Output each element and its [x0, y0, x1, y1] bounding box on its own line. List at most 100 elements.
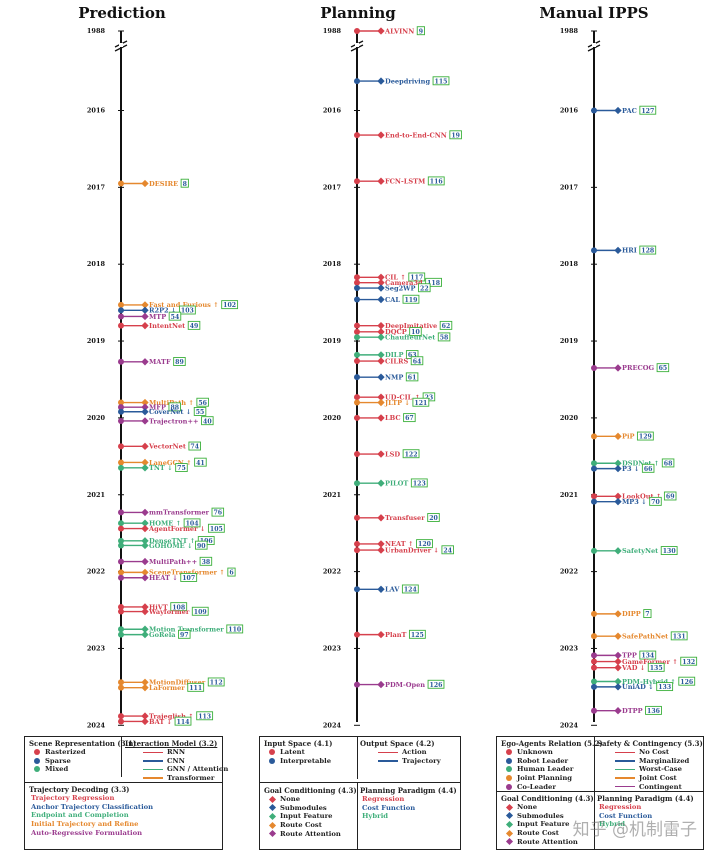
timeline-entry: LaneGCN ↑ 41 — [118, 457, 207, 467]
entry-label: mmTransformer — [149, 509, 210, 517]
timeline-entry: Motion Transformer 110 — [118, 624, 244, 634]
interaction-model-legend: Interaction Model (3.2) RNN CNN GNN / Atte… — [125, 739, 228, 782]
entry-label: UrbanDriver ↓ — [385, 546, 439, 554]
entry-label: AgentFormer ↓ — [148, 525, 205, 533]
entry-marker-diamond — [614, 707, 622, 715]
legend-dot-icon — [506, 757, 512, 764]
legend-heading: Ego-Agents Relation (5.2) — [501, 739, 603, 748]
entry-marker-dot — [591, 658, 597, 665]
timeline-2: Manual IPPS 1988 2016 2017 2018 2019 2020 2021 2… — [539, 4, 698, 729]
entry-label: TPP — [622, 652, 637, 660]
entry-label: DTPP — [622, 707, 643, 715]
entry-ref-box — [193, 407, 207, 416]
year-tick-label: 2017 — [560, 183, 578, 191]
year-tick-label: 2023 — [323, 644, 342, 652]
legend-swatch — [501, 812, 517, 820]
entry-marker-diamond — [377, 514, 385, 522]
legend-item: Hybrid — [597, 820, 694, 829]
legend-heading: Goal Conditioning (4.3) — [501, 794, 594, 803]
entry-ref: 109 — [194, 609, 207, 616]
legend-item: Cost Function — [597, 812, 694, 821]
entry-label: P3 ↓ — [622, 465, 639, 473]
entry-marker-diamond — [141, 312, 149, 321]
legend-label: Cost Function — [362, 803, 416, 812]
planning-legend: Input Space (4.1) Latent Interpretable Ou… — [259, 736, 461, 850]
entry-ref-box — [416, 26, 425, 36]
entry-marker-dot — [118, 603, 124, 610]
entry-ref: 66 — [644, 466, 653, 473]
entry-ref-box — [402, 449, 420, 459]
entry-ref-box — [207, 523, 225, 533]
legend-swatch — [501, 757, 517, 764]
year-tick-label: 2019 — [323, 337, 342, 345]
entry-ref-box — [188, 441, 201, 451]
legend-swatch — [29, 766, 45, 773]
entry-ref-box — [649, 496, 662, 506]
entry-marker-dot — [118, 569, 124, 576]
entry-marker-dot — [354, 540, 360, 547]
entry-ref-box — [660, 546, 678, 556]
entry-marker-dot — [591, 433, 597, 440]
entry-ref: 132 — [682, 659, 695, 666]
entry-marker-diamond — [141, 557, 149, 566]
entry-ref-box — [408, 629, 426, 639]
entry-ref: 103 — [181, 308, 194, 315]
entry-label: Motion Transformer — [149, 626, 224, 634]
legend-item: Sparse — [29, 757, 136, 766]
entry-marker-diamond — [377, 540, 385, 548]
entry-ref: 49 — [190, 323, 199, 330]
entry-ref-box — [645, 705, 662, 715]
legend-line-swatch — [615, 777, 635, 779]
entry-ref-box — [403, 413, 416, 423]
entry-ref: 69 — [666, 494, 675, 501]
entry-ref: 38 — [202, 559, 211, 566]
entry-marker-dot — [591, 547, 597, 554]
entry-marker-diamond — [141, 306, 149, 314]
year-tick-label: 2021 — [323, 491, 341, 499]
entry-ref: 74 — [190, 444, 199, 451]
year-tick-label: 1988 — [87, 27, 106, 35]
entry-label: UD-CIL ↑ — [385, 393, 420, 401]
entry-marker-diamond — [614, 632, 622, 640]
legend-item: Trajectory — [360, 757, 441, 766]
entry-label: DIPP — [622, 610, 641, 618]
entry-ref: 64 — [413, 358, 422, 365]
entry-ref-box — [194, 457, 207, 467]
legend-dot-icon — [269, 757, 275, 764]
legend-label: Co-Leader — [517, 782, 556, 791]
entry-ref-box — [427, 176, 445, 186]
entry-marker-diamond — [614, 663, 622, 672]
legend-heading: Goal Conditioning (4.3) — [264, 786, 357, 795]
timeline-entry: UrbanDriver ↓ 24 — [354, 545, 454, 554]
timeline-entry: CILRS 64 — [354, 356, 424, 365]
legend-diamond-icon — [505, 803, 513, 811]
entry-ref: 7 — [645, 611, 649, 618]
entry-marker-dot — [354, 328, 360, 335]
timeline-entry: PILOT 123 — [354, 478, 428, 488]
legend-label: Joint Cost — [639, 774, 677, 783]
legend-item: None — [501, 803, 594, 812]
timeline-entry: HOME ↑ 104 — [118, 518, 201, 527]
entry-ref: 88 — [170, 404, 179, 411]
legend-item: Latent — [264, 748, 332, 757]
entry-label: VectorNet — [148, 443, 187, 451]
entry-ref-box — [195, 540, 208, 550]
legend-line-swatch — [143, 768, 163, 771]
entry-marker-diamond — [614, 432, 622, 441]
legend-item: Route Attention — [501, 837, 594, 846]
timeline-entry: Trajeglish ↑ 113 — [118, 711, 214, 720]
timeline-entry: SafePathNet 131 — [591, 631, 688, 640]
timeline-entry: BAT ↓ 114 — [118, 716, 192, 726]
entry-marker-diamond — [141, 630, 149, 639]
legend-label: Hybrid — [362, 812, 389, 821]
entry-ref-box — [656, 682, 674, 692]
entry-label: GoRela — [149, 631, 176, 639]
entry-label: SafetyNet — [622, 547, 659, 555]
legend-swatch — [264, 812, 280, 821]
entry-ref: 122 — [405, 451, 418, 458]
timeline-entry: UniAD ↓ 133 — [591, 682, 674, 692]
entry-ref-box — [402, 294, 420, 304]
entry-label: FCN-LSTM — [385, 178, 425, 186]
year-tick-label: 2022 — [560, 568, 578, 576]
legend-dot-icon — [506, 766, 512, 773]
